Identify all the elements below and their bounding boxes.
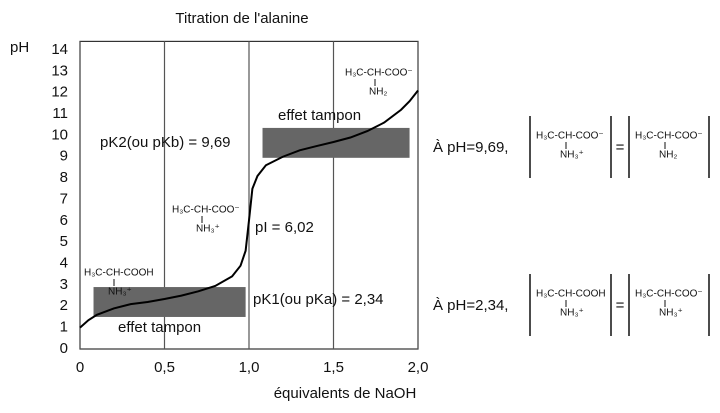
y-tick-label: 7 <box>60 190 68 207</box>
structure-top: H₃C-CH-COOH <box>84 268 154 279</box>
y-tick-label: 10 <box>51 126 68 143</box>
equation-structure-top: H₃C-CH-COO⁻ <box>536 131 604 142</box>
equation-label: À pH=2,34, <box>433 297 508 314</box>
x-tick-label: 1,5 <box>323 359 344 376</box>
equation-structure-top: H₃C-CH-COO⁻ <box>635 289 703 300</box>
equals-sign: = <box>616 139 625 156</box>
x-axis-label: équivalents de NaOH <box>274 385 417 402</box>
annotation: pI = 6,02 <box>255 219 314 236</box>
y-tick-label: 8 <box>60 169 68 186</box>
y-tick-label: 12 <box>51 84 68 101</box>
equals-sign: = <box>616 297 625 314</box>
x-tick-label: 0,5 <box>154 359 175 376</box>
buffer-zone-label: effet tampon <box>278 107 361 124</box>
equation-structure-bottom: NH₃⁺ <box>659 308 683 319</box>
buffer-zone <box>93 287 246 317</box>
equation-structure-bottom: NH₃⁺ <box>560 150 584 161</box>
structure-bottom: NH₃⁺ <box>196 224 220 235</box>
equation-structure-top: H₃C-CH-COO⁻ <box>635 131 703 142</box>
equation-structure-bottom: NH₂ <box>659 150 677 161</box>
annotation: pK2(ou pKb) = 9,69 <box>100 134 231 151</box>
structure-bottom: NH₂ <box>369 87 387 98</box>
equation-label: À pH=9,69, <box>433 139 508 156</box>
y-tick-label: 1 <box>60 319 68 336</box>
y-tick-label: 2 <box>60 297 68 314</box>
y-tick-label: 5 <box>60 233 68 250</box>
titration-curve <box>79 89 419 329</box>
y-tick-label: 4 <box>60 255 68 272</box>
x-tick-label: 0 <box>76 359 84 376</box>
buffer-zone <box>262 127 410 158</box>
equation-structure-top: H₃C-CH-COOH <box>536 289 606 300</box>
annotation: pK1(ou pKa) = 2,34 <box>253 291 384 308</box>
equation-structure-bottom: NH₃⁺ <box>560 308 584 319</box>
y-tick-label: 6 <box>60 212 68 229</box>
buffer-zone-label: effet tampon <box>118 319 201 336</box>
chart-title: Titration de l'alanine <box>175 10 308 27</box>
y-tick-label: 13 <box>51 62 68 79</box>
y-tick-label: 11 <box>52 105 68 122</box>
y-axis-label: pH <box>10 39 29 56</box>
y-tick-label: 14 <box>51 41 68 58</box>
x-tick-label: 1,0 <box>239 359 260 376</box>
y-tick-label: 9 <box>60 148 68 165</box>
y-tick-label: 3 <box>60 276 68 293</box>
structure-top: H₃C-CH-COO⁻ <box>172 205 240 216</box>
x-tick-label: 2,0 <box>408 359 429 376</box>
structure-bottom: NH₃⁺ <box>108 287 132 298</box>
structure-top: H₃C-CH-COO⁻ <box>345 68 413 79</box>
y-tick-label: 0 <box>60 340 68 357</box>
